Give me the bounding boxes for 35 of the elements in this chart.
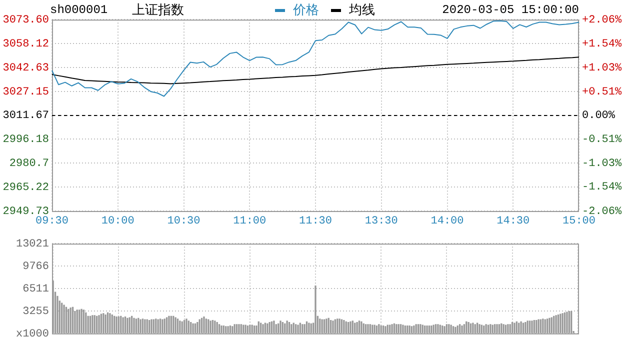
y-tick-label: x1000 xyxy=(16,328,49,340)
y-tick-label: 3011.67 xyxy=(2,110,49,122)
y-tick-label: 9766 xyxy=(22,260,49,273)
x-tick-label: 09:30 xyxy=(35,216,69,228)
x-tick-label: 10:30 xyxy=(167,216,200,228)
legend-label: 均线 xyxy=(349,2,375,19)
y-tick-label: 3255 xyxy=(22,306,49,318)
x-tick-label: 10:00 xyxy=(101,216,134,228)
y2-tick-label: -0.51% xyxy=(582,134,622,146)
x-tick-label: 13:30 xyxy=(364,216,398,228)
y2-tick-label: +1.54% xyxy=(582,38,622,51)
x-tick-label: 14:30 xyxy=(496,216,530,228)
x-tick-label: 11:00 xyxy=(233,216,266,228)
y-tick-label: 13021 xyxy=(16,238,50,251)
y-tick-label: 2980.7 xyxy=(9,158,49,170)
chart-title: 上证指数 xyxy=(132,2,184,19)
y2-tick-label: +1.03% xyxy=(582,62,622,74)
chart-subtitle: sh000001 xyxy=(50,3,108,17)
y-tick-label: 2996.18 xyxy=(2,134,49,146)
y-tick-label: 3042.63 xyxy=(2,62,49,74)
y2-tick-label: -1.03% xyxy=(582,158,622,170)
text: 2020-03-05 15:00:00 xyxy=(442,3,579,17)
y-tick-label: 3058.12 xyxy=(2,38,49,50)
legend-label: 价格 xyxy=(293,2,319,19)
y-tick-label: 6511 xyxy=(22,283,50,296)
y2-tick-label: 0.00% xyxy=(582,110,616,122)
y2-tick-label: -1.54% xyxy=(582,182,622,194)
x-tick-label: 11:30 xyxy=(298,216,332,228)
y-tick-label: 3027.15 xyxy=(2,86,49,98)
y2-tick-label: +0.51% xyxy=(582,86,622,99)
y2-tick-label: +2.06% xyxy=(582,14,622,27)
x-tick-label: 14:00 xyxy=(430,216,464,228)
y-tick-label: 2965.22 xyxy=(2,182,49,194)
y-tick-label: 3073.60 xyxy=(2,14,49,27)
x-tick-label: 15:00 xyxy=(562,216,596,228)
